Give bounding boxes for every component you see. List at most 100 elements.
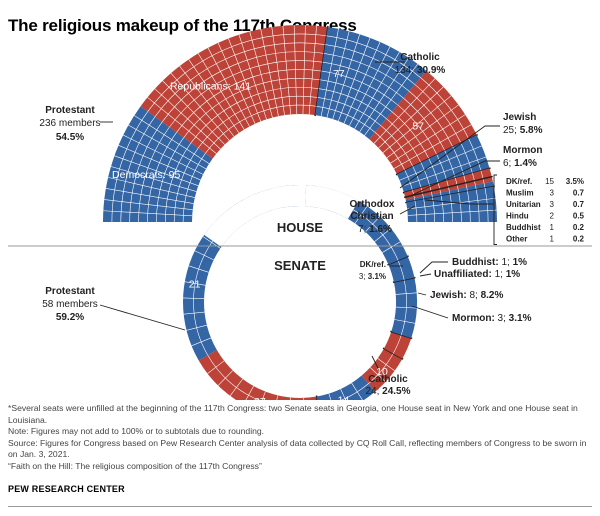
seat-column-seam (365, 216, 381, 232)
seat-column-seam (134, 115, 210, 164)
seat-column-seam (343, 41, 381, 124)
house-protestant-pct: 54.5% (56, 132, 84, 143)
seat-column-seam (282, 25, 291, 115)
house-republicans-label: Republicans: 141 (170, 80, 251, 92)
footer-notes: *Several seats were unfilled at the begi… (8, 403, 592, 472)
senate-dkref-value: 3; 3.1% (359, 272, 386, 281)
brand-logo-text: PEW RESEARCH CENTER (8, 484, 125, 494)
seat-row-seam (183, 78, 321, 138)
seat-row-seam (420, 77, 470, 140)
seat-row-seam (205, 104, 317, 154)
seat-column-seam (328, 393, 332, 400)
seat-row-seam (440, 196, 444, 223)
senate-chamber-label: SENATE (274, 258, 326, 273)
senate-protestant-members: 58 members (42, 299, 98, 310)
seat-row-seam (397, 104, 438, 155)
seat-column-seam (105, 188, 194, 204)
seat-column-seam (110, 166, 197, 192)
seat-column-seam (194, 250, 214, 261)
seat-column-seam (238, 34, 267, 120)
house-protestant-democrats-seats (102, 106, 213, 222)
seat-column-seam (394, 319, 416, 324)
senate-jewish-seats (391, 277, 417, 339)
seat-column-seam (249, 31, 273, 118)
house-jewish-name: Jewish (503, 112, 536, 123)
senate-protestant-name: Protestant (45, 286, 95, 297)
seat-column-seam (407, 197, 496, 210)
house-jewish-leader (399, 125, 500, 189)
seat-column-seam (382, 95, 452, 153)
other-table-count: 2 (550, 212, 555, 221)
senate-protestant-dem-count: 21 (189, 278, 201, 290)
seat-row-seam (408, 91, 454, 147)
seat-column-seam (103, 210, 193, 217)
seat-column-seam (114, 155, 199, 186)
seat-column-seam (395, 306, 417, 309)
senate-group-boundary (392, 276, 416, 283)
bottom-rule (8, 506, 592, 507)
seat-column-seam (104, 199, 193, 210)
senate-protestant-pct: 59.2% (56, 312, 84, 323)
seat-column-seam (377, 358, 395, 372)
seat-row-seam (467, 191, 471, 223)
seat-column-seam (293, 25, 298, 115)
seat-column-seam (183, 311, 205, 315)
seat-column-seam (320, 28, 339, 117)
other-table-count: 1 (550, 235, 555, 244)
senate-catholic-name: Catholic (368, 374, 408, 385)
senate-catholic-value: 24; 24.5% (365, 386, 410, 397)
house-orthodox-value: 7; 1.6% (358, 224, 392, 235)
seat-column-seam (261, 391, 266, 400)
house-mormon-leader (409, 160, 500, 197)
house-protestant-members: 236 members (39, 118, 100, 129)
other-table-pct: 0.7 (573, 200, 585, 209)
senate-group-boundary (315, 395, 319, 400)
senate-ring (183, 185, 417, 400)
seat-column-seam (217, 370, 233, 386)
senate-unfilled-seats (305, 185, 359, 219)
seat-column-seam (378, 86, 444, 149)
other-table-name: Other (506, 235, 527, 244)
house-ring (102, 25, 497, 223)
house-catholic-name: Catholic (400, 52, 440, 63)
senate-protestant-leader (99, 304, 186, 331)
senate-mormon-label: Mormon: 3; 3.1% (452, 313, 532, 324)
seat-column-seam (186, 324, 207, 331)
seat-column-seam (170, 72, 230, 141)
seat-column-seam (370, 367, 386, 383)
seat-column-seam (128, 124, 207, 170)
seat-row-seam (414, 200, 418, 223)
other-table-name: Muslim (506, 189, 534, 198)
house-catholic-rep-count: 57 (412, 121, 424, 133)
senate-catholic-leader (371, 355, 381, 373)
seat-column-seam (147, 97, 217, 154)
house-mormon-name: Mormon (503, 145, 542, 156)
seat-column-seam (395, 292, 417, 295)
seat-column-seam (374, 228, 392, 242)
senate-buddhist-label: Buddhist: 1; 1% (452, 257, 527, 268)
seat-column-seam (338, 37, 371, 122)
seat-row-seam (120, 116, 156, 223)
seat-column-seam (162, 80, 225, 145)
other-table-count: 15 (545, 177, 554, 186)
seat-row-seam (176, 69, 322, 133)
seat-column-seam (118, 145, 201, 181)
seat-row-seam (414, 84, 462, 144)
house-group-boundary (314, 25, 329, 117)
senate-catholic-democrats-seats (316, 375, 376, 400)
seat-row-seam (374, 132, 406, 171)
seat-row-seam (190, 87, 320, 144)
other-table-bracket (493, 174, 497, 245)
seat-row-seam (197, 95, 318, 149)
seat-column-seam (229, 378, 243, 397)
seat-row-seam (368, 353, 394, 384)
leader-lines (99, 61, 500, 373)
congress-charts: HOUSE Democrats: 95 Republicans: 141 77 57 Pr… (8, 25, 592, 400)
house-group-boundary (403, 175, 493, 199)
seat-column-seam (154, 88, 221, 150)
seat-column-seam (123, 134, 204, 175)
seat-row-seam (169, 60, 323, 128)
seat-column-seam (332, 34, 360, 120)
senate-catholic-rep-count: 10 (376, 366, 388, 378)
house-orthodox-name-line1: Orthodox (350, 199, 395, 210)
